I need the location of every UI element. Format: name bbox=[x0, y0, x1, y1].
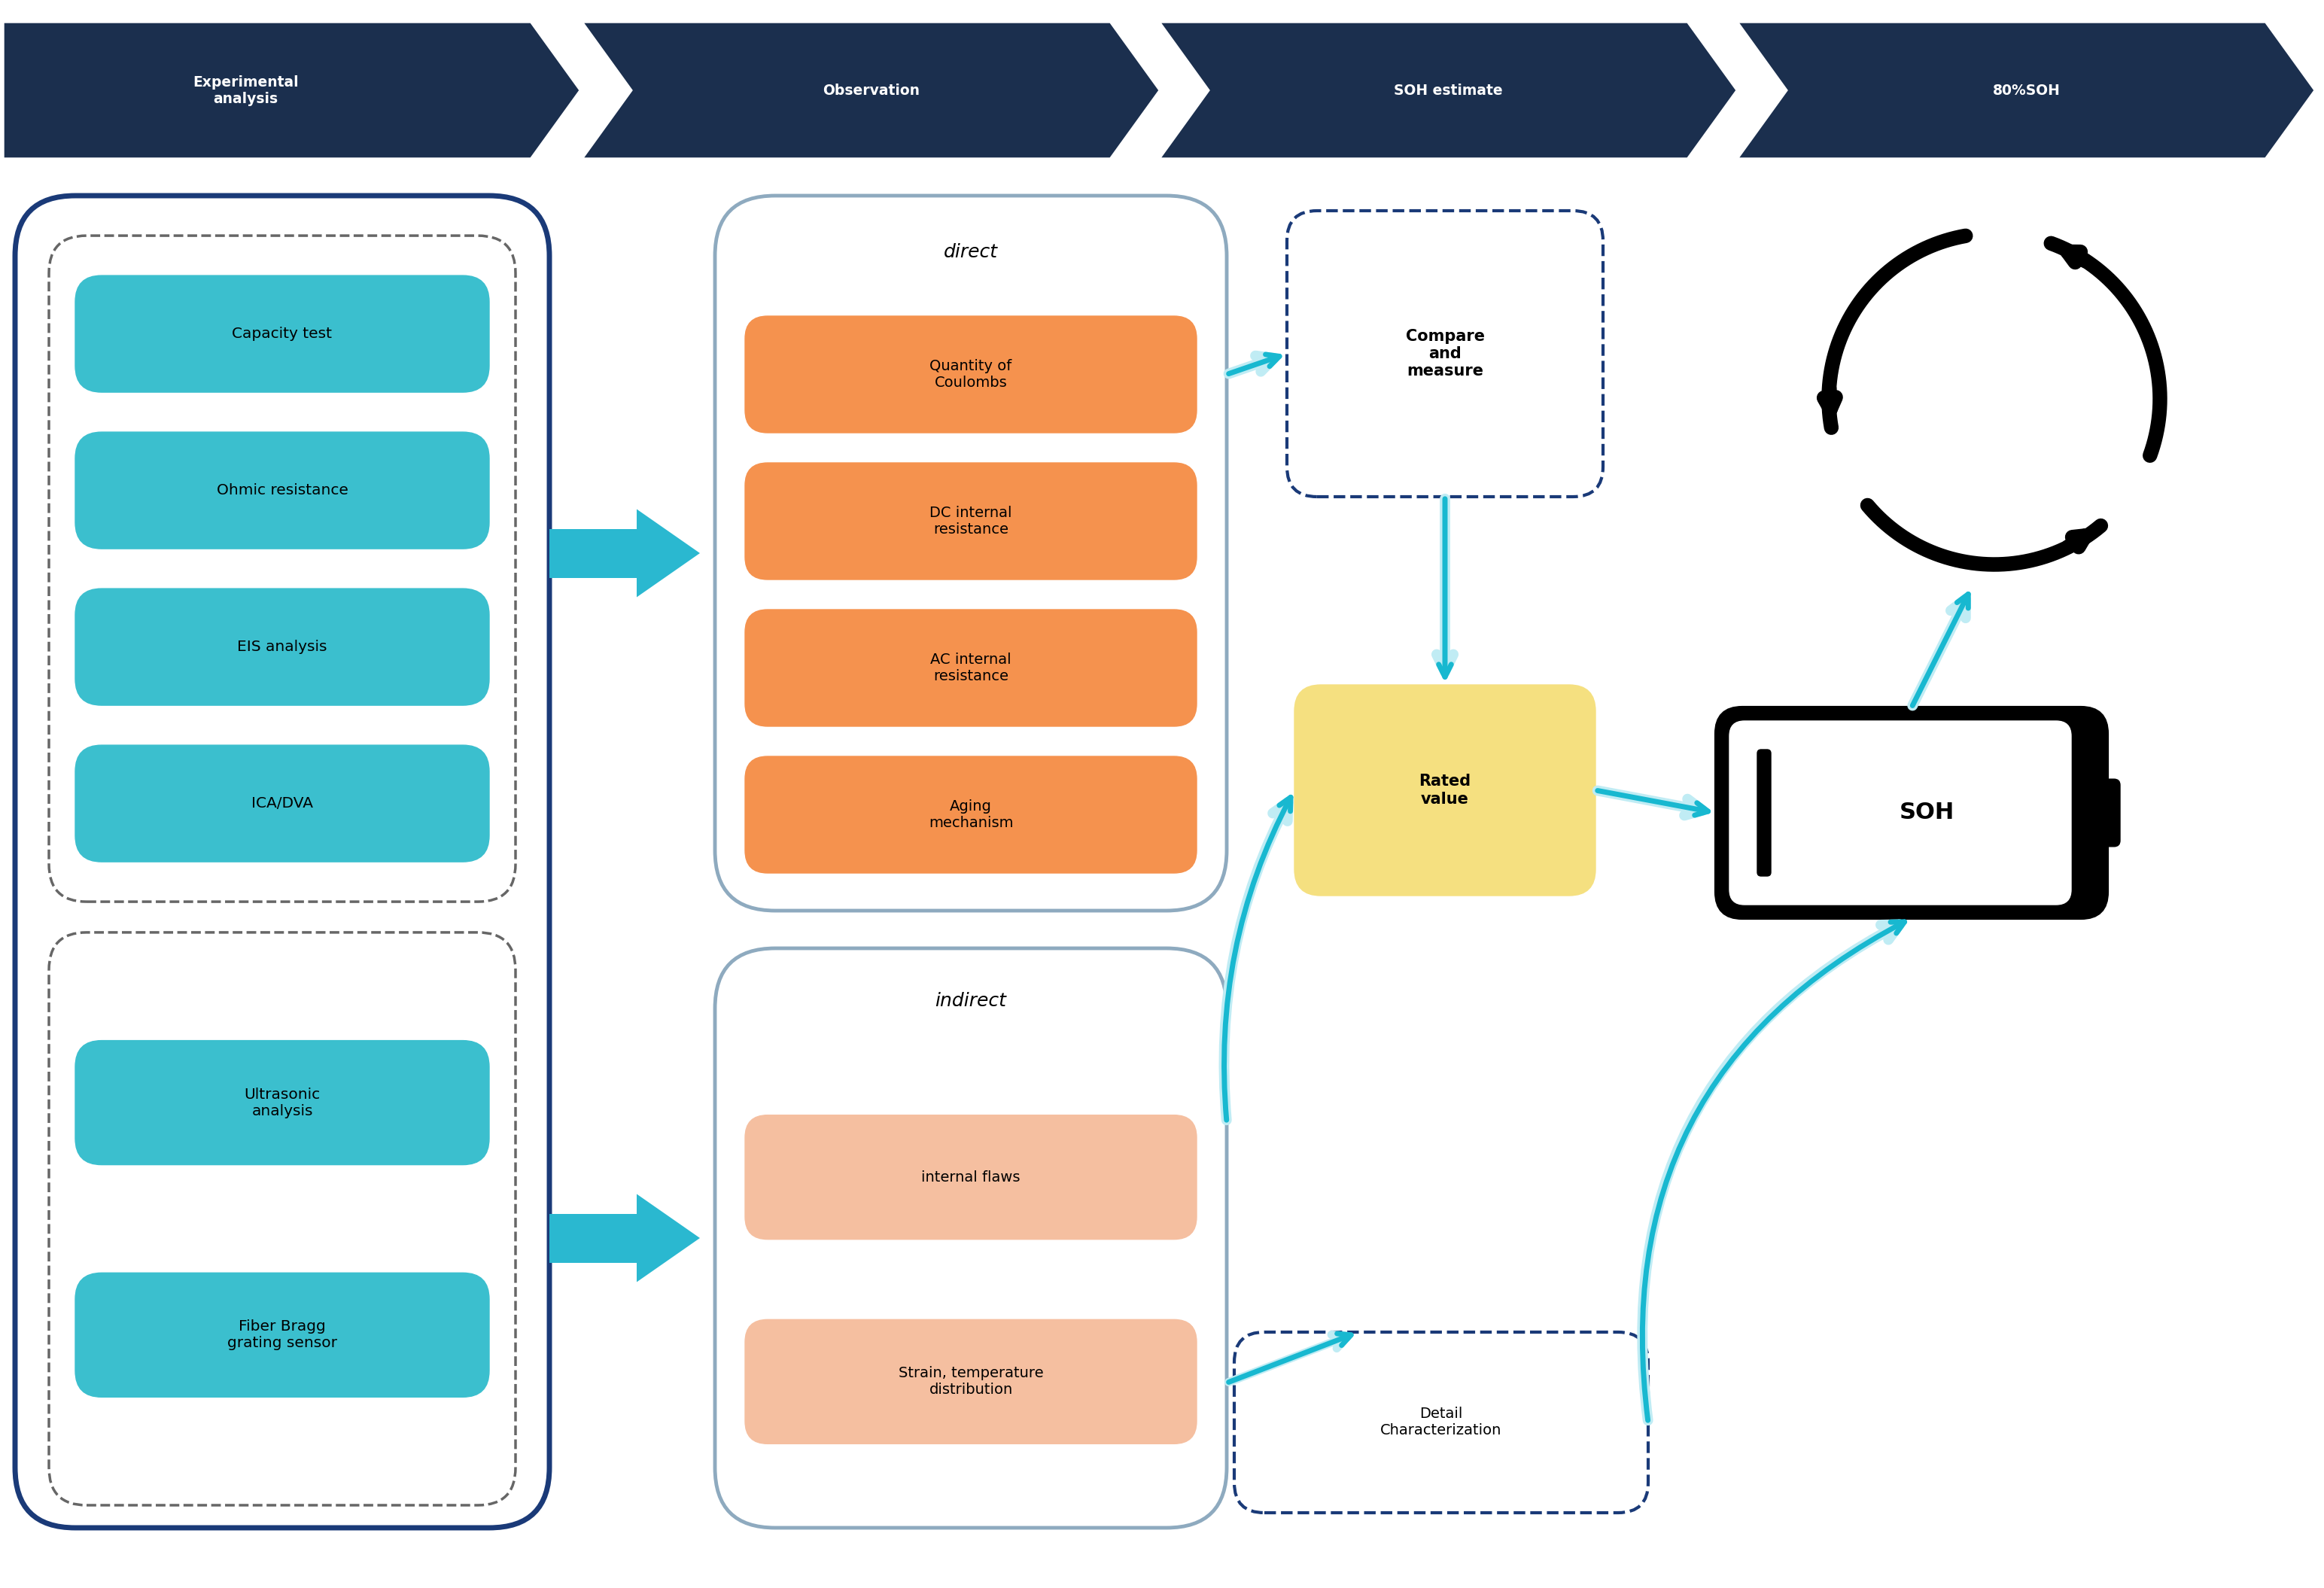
Text: Aging
mechanism: Aging mechanism bbox=[930, 799, 1013, 831]
Polygon shape bbox=[5, 22, 579, 159]
FancyBboxPatch shape bbox=[1287, 211, 1604, 497]
Text: AC internal
resistance: AC internal resistance bbox=[930, 653, 1011, 683]
FancyBboxPatch shape bbox=[1294, 684, 1597, 896]
FancyBboxPatch shape bbox=[74, 745, 488, 862]
FancyBboxPatch shape bbox=[716, 195, 1227, 910]
FancyBboxPatch shape bbox=[1234, 1332, 1648, 1513]
Text: Ohmic resistance: Ohmic resistance bbox=[216, 483, 349, 497]
Text: ICA/DVA: ICA/DVA bbox=[251, 796, 314, 810]
Text: recycle: recycle bbox=[1959, 389, 2031, 408]
Bar bbox=[548, 529, 637, 578]
Text: EIS analysis: EIS analysis bbox=[237, 640, 328, 654]
Text: Detail
Characterization: Detail Characterization bbox=[1380, 1407, 1501, 1437]
FancyBboxPatch shape bbox=[74, 1274, 488, 1397]
FancyBboxPatch shape bbox=[746, 1115, 1197, 1239]
FancyBboxPatch shape bbox=[1757, 750, 1771, 877]
Text: Quantity of
Coulombs: Quantity of Coulombs bbox=[930, 359, 1011, 389]
Text: Strain, temperature
distribution: Strain, temperature distribution bbox=[899, 1366, 1043, 1397]
FancyBboxPatch shape bbox=[746, 1320, 1197, 1443]
Text: Compare
and
measure: Compare and measure bbox=[1406, 329, 1485, 378]
FancyBboxPatch shape bbox=[746, 610, 1197, 726]
Text: indirect: indirect bbox=[934, 992, 1006, 1010]
Text: Fiber Bragg
grating sensor: Fiber Bragg grating sensor bbox=[228, 1320, 337, 1350]
Text: SOH: SOH bbox=[1899, 802, 1954, 824]
Text: Rated
value: Rated value bbox=[1420, 773, 1471, 807]
Text: Ultrasonic
analysis: Ultrasonic analysis bbox=[244, 1088, 321, 1118]
FancyBboxPatch shape bbox=[746, 316, 1197, 434]
Text: SOH estimate: SOH estimate bbox=[1394, 83, 1504, 97]
Polygon shape bbox=[1738, 22, 2315, 159]
FancyBboxPatch shape bbox=[716, 948, 1227, 1528]
FancyBboxPatch shape bbox=[74, 1040, 488, 1164]
Polygon shape bbox=[637, 1194, 700, 1282]
Text: Experimental
analysis: Experimental analysis bbox=[193, 75, 297, 106]
Text: direct: direct bbox=[944, 243, 997, 260]
FancyBboxPatch shape bbox=[2103, 780, 2119, 846]
Text: internal flaws: internal flaws bbox=[920, 1170, 1020, 1185]
Text: Observation: Observation bbox=[823, 83, 920, 97]
FancyBboxPatch shape bbox=[1729, 721, 2071, 905]
Text: DC internal
resistance: DC internal resistance bbox=[930, 505, 1011, 537]
Text: Capacity test: Capacity test bbox=[232, 327, 332, 341]
FancyBboxPatch shape bbox=[746, 756, 1197, 873]
Polygon shape bbox=[583, 22, 1160, 159]
Polygon shape bbox=[637, 510, 700, 597]
FancyBboxPatch shape bbox=[1715, 707, 2108, 918]
Bar bbox=[548, 1213, 637, 1262]
FancyBboxPatch shape bbox=[14, 195, 548, 1528]
FancyBboxPatch shape bbox=[74, 276, 488, 392]
FancyBboxPatch shape bbox=[74, 589, 488, 705]
Polygon shape bbox=[1160, 22, 1736, 159]
FancyBboxPatch shape bbox=[746, 462, 1197, 580]
Text: 80%SOH: 80%SOH bbox=[1992, 83, 2059, 97]
FancyBboxPatch shape bbox=[74, 432, 488, 549]
